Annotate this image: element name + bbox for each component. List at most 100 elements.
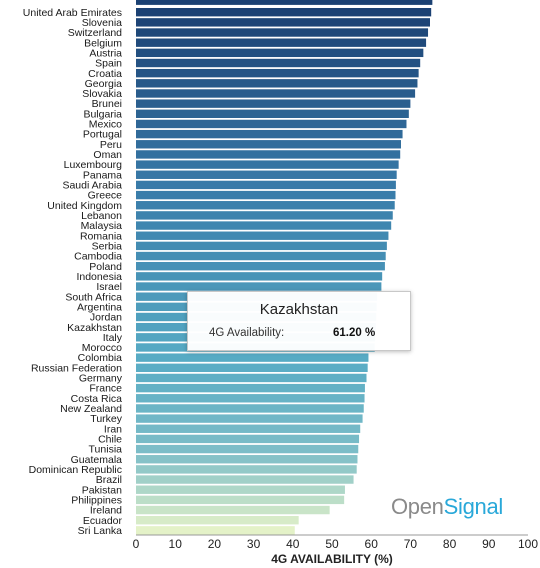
- category-label: New Zealand: [60, 403, 122, 415]
- bar[interactable]: [136, 475, 354, 484]
- bar[interactable]: [136, 262, 385, 271]
- bar[interactable]: [136, 516, 299, 525]
- category-label: France: [89, 383, 122, 395]
- bar[interactable]: [136, 79, 418, 88]
- category-label: South Africa: [65, 291, 122, 303]
- bar[interactable]: [136, 140, 401, 149]
- category-label: Chile: [98, 434, 122, 446]
- x-tick-label: 0: [133, 537, 140, 551]
- category-label: Portugal: [83, 129, 122, 141]
- bar[interactable]: [136, 231, 389, 240]
- category-label: Morocco: [82, 342, 122, 354]
- bar[interactable]: [136, 129, 403, 139]
- bar[interactable]: [136, 180, 396, 190]
- bar[interactable]: [136, 495, 345, 505]
- category-label: Belgium: [84, 37, 122, 49]
- opensignal-logo: OpenSignal: [391, 494, 503, 520]
- category-label: Switzerland: [68, 27, 122, 39]
- bar[interactable]: [136, 28, 429, 37]
- category-label: Croatia: [88, 68, 122, 80]
- category-label: Panama: [83, 169, 122, 181]
- category-label: United Arab Emirates: [23, 7, 122, 19]
- category-label: Peru: [100, 139, 122, 151]
- bar[interactable]: [136, 465, 357, 474]
- bar[interactable]: [136, 160, 399, 169]
- category-label: Mexico: [89, 119, 122, 131]
- category-labels: United Arab EmiratesSloveniaSwitzerlandB…: [23, 7, 123, 537]
- bar[interactable]: [136, 58, 421, 68]
- x-tick-label: 90: [482, 537, 496, 551]
- bar[interactable]: [136, 150, 401, 159]
- bars-layer: [136, 0, 433, 535]
- category-label: Jordan: [90, 312, 122, 324]
- bar[interactable]: [136, 251, 386, 261]
- bar[interactable]: [136, 68, 419, 78]
- category-label: Italy: [103, 332, 123, 344]
- bar[interactable]: [136, 48, 424, 58]
- bar[interactable]: [136, 505, 330, 515]
- bar[interactable]: [136, 201, 395, 210]
- bar[interactable]: [136, 211, 393, 220]
- bar[interactable]: [136, 404, 364, 413]
- tooltip-value: 61.20 %: [333, 327, 376, 339]
- category-label: Russian Federation: [31, 362, 122, 374]
- category-label: Germany: [79, 373, 123, 385]
- bar[interactable]: [136, 373, 367, 383]
- x-tick-label: 20: [208, 537, 222, 551]
- bar[interactable]: [136, 38, 427, 47]
- bar[interactable]: [136, 424, 361, 433]
- bar[interactable]: [136, 455, 358, 464]
- logo-text-open: Open: [391, 494, 444, 519]
- category-label: Costa Rica: [71, 393, 123, 405]
- bar[interactable]: [136, 485, 345, 494]
- tooltip-label: 4G Availability:: [209, 327, 285, 339]
- bar[interactable]: [136, 394, 365, 403]
- category-label: Slovakia: [82, 88, 122, 100]
- category-label: Colombia: [78, 352, 123, 364]
- category-label: Romania: [80, 230, 122, 242]
- x-tick-label: 40: [286, 537, 300, 551]
- bar[interactable]: [136, 383, 365, 393]
- bar[interactable]: [136, 190, 396, 200]
- bar[interactable]: [136, 109, 409, 118]
- category-label: Sri Lanka: [78, 525, 123, 537]
- category-label: Serbia: [92, 240, 123, 252]
- bar[interactable]: [136, 282, 382, 291]
- bar[interactable]: [136, 414, 363, 423]
- category-label: Oman: [93, 149, 122, 161]
- category-label: Lebanon: [81, 210, 122, 222]
- category-label: Austria: [89, 47, 122, 59]
- bar-partial: [136, 0, 433, 5]
- bar[interactable]: [136, 272, 383, 281]
- category-label: Greece: [88, 190, 123, 202]
- bar[interactable]: [136, 444, 359, 454]
- bar[interactable]: [136, 353, 369, 362]
- bar[interactable]: [136, 8, 432, 17]
- category-label: Ireland: [90, 505, 122, 517]
- x-tick-label: 60: [365, 537, 379, 551]
- category-label: Brazil: [96, 474, 122, 486]
- bar[interactable]: [136, 170, 397, 179]
- bar[interactable]: [136, 18, 430, 27]
- category-label: Turkey: [90, 413, 122, 425]
- bar[interactable]: [136, 119, 407, 129]
- category-label: Dominican Republic: [29, 464, 122, 476]
- bar[interactable]: [136, 434, 360, 444]
- x-tick-label: 10: [169, 537, 183, 551]
- bar[interactable]: [136, 99, 411, 108]
- x-axis-ticks: 0 10 20 30 40 50 60 70 80 90 100: [133, 537, 539, 551]
- category-label: Iran: [104, 423, 122, 435]
- bar[interactable]: [136, 363, 368, 372]
- category-label: Brunei: [92, 98, 122, 110]
- category-label: Indonesia: [76, 271, 122, 283]
- category-label: Pakistan: [82, 484, 122, 496]
- bar[interactable]: [136, 221, 392, 230]
- category-label: Philippines: [71, 494, 122, 506]
- bar[interactable]: [136, 241, 387, 251]
- category-label: Slovenia: [82, 17, 122, 29]
- logo-text-signal: Signal: [443, 494, 504, 519]
- x-tick-label: 70: [404, 537, 418, 551]
- bar[interactable]: [136, 89, 416, 98]
- bar[interactable]: [136, 526, 295, 535]
